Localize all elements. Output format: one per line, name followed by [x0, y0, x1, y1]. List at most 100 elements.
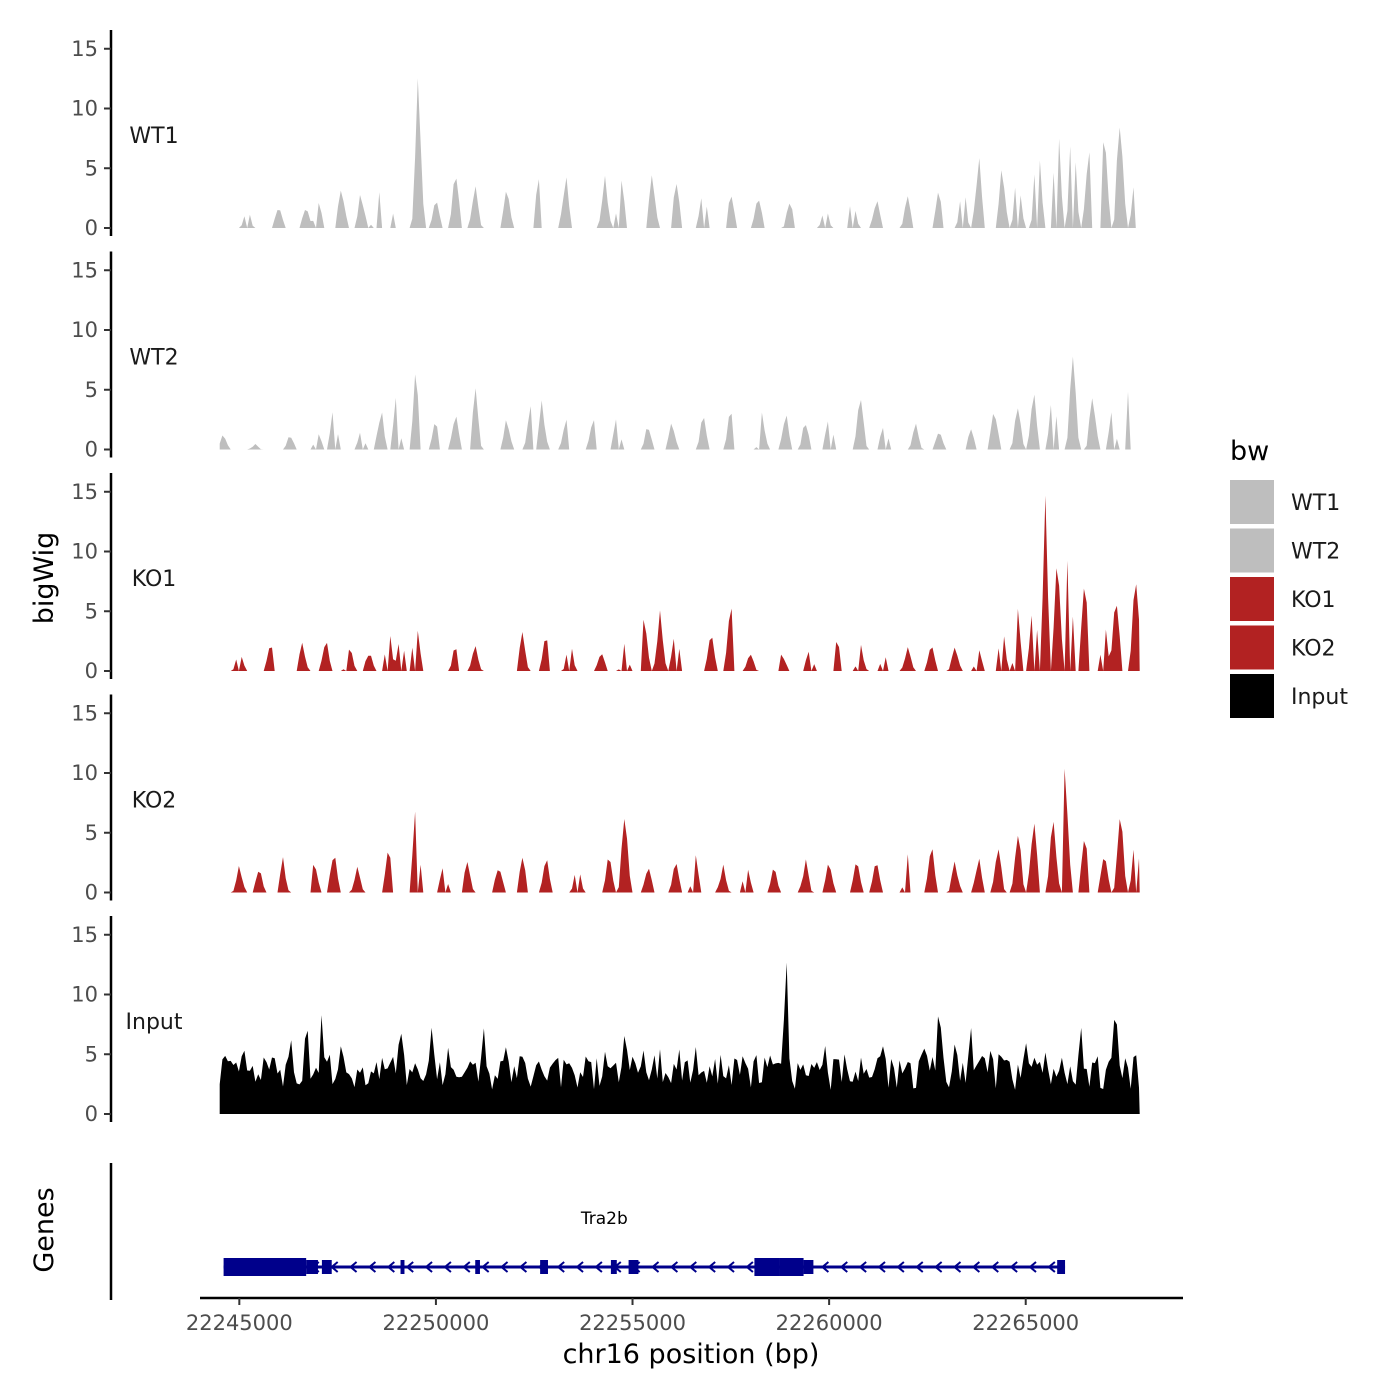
strand-arrow	[650, 1261, 660, 1273]
legend-title: bw	[1230, 436, 1269, 467]
coverage-area-wt2	[219, 356, 1132, 450]
gene-exon	[628, 1260, 639, 1274]
gene-exon	[400, 1260, 405, 1274]
strand-arrow	[575, 1261, 584, 1273]
gene-models: Tra2b	[223, 1209, 1066, 1276]
y-tick-label: 10	[71, 540, 98, 564]
legend-swatch	[1230, 674, 1274, 718]
y-tick-label: 5	[85, 821, 98, 845]
gene-exon	[321, 1260, 332, 1274]
strand-arrow	[877, 1261, 886, 1273]
x-tick-label: 22265000	[972, 1311, 1079, 1335]
strand-arrow	[1047, 1261, 1056, 1273]
y-tick-label: 0	[85, 1102, 98, 1126]
genes-track-title: Genes	[29, 1187, 60, 1272]
gene-exon	[803, 1260, 814, 1274]
x-tick-label: 22255000	[579, 1311, 686, 1335]
strand-arrow	[1028, 1261, 1037, 1273]
legend-label: KO1	[1291, 588, 1336, 613]
y-tick-label: 15	[71, 701, 98, 725]
strand-arrow	[424, 1261, 433, 1273]
legend-item-input: Input	[1230, 674, 1348, 718]
y-tick-label: 0	[85, 216, 98, 240]
coverage-area-input	[219, 962, 1140, 1114]
legend-item-wt1: WT1	[1230, 480, 1340, 524]
coverage-area-ko2	[219, 768, 1140, 893]
x-tick-label: 22245000	[186, 1311, 293, 1335]
strand-arrow	[915, 1261, 924, 1273]
strand-arrow	[518, 1261, 528, 1273]
legend-swatch	[1230, 577, 1274, 621]
y-tick-label: 0	[85, 881, 98, 905]
track-wt2: 0 5 10 15 WT2	[71, 251, 1132, 462]
gene-label: Tra2b	[580, 1209, 628, 1229]
gene-exon	[306, 1260, 318, 1274]
coverage-area-wt1	[219, 78, 1136, 229]
y-tick-label: 10	[71, 761, 98, 785]
strand-arrow	[707, 1261, 716, 1273]
gene-tra2b: Tra2b	[223, 1209, 1066, 1276]
legend-swatch	[1230, 480, 1274, 524]
track-wt1: 0 5 10 15 WT1	[71, 30, 1136, 240]
gene-exon	[475, 1260, 480, 1274]
gene-exon	[754, 1258, 780, 1276]
strand-arrow	[820, 1261, 830, 1273]
y-tick-label: 5	[85, 599, 98, 623]
strand-arrow	[952, 1261, 962, 1273]
gene-exon	[540, 1260, 548, 1274]
strand-arrow	[462, 1261, 471, 1273]
strand-arrow	[367, 1261, 377, 1273]
legend-label: WT1	[1291, 491, 1340, 516]
strand-arrow	[405, 1261, 414, 1273]
strand-arrow	[669, 1261, 679, 1273]
strand-arrow	[386, 1261, 395, 1273]
y-tick-label: 10	[71, 318, 98, 342]
legend-label: KO2	[1291, 637, 1336, 662]
x-axis-ticks: 22245000 22250000 22255000 22260000 22265000	[186, 1298, 1079, 1335]
legend-swatch	[1230, 625, 1274, 670]
y-tick-label: 0	[85, 438, 98, 462]
strand-arrow	[745, 1261, 754, 1273]
strand-arrow	[896, 1261, 905, 1273]
strand-arrow	[1009, 1261, 1018, 1273]
y-tick-label: 15	[71, 258, 98, 282]
legend-label: Input	[1291, 685, 1348, 710]
legend-item-ko1: KO1	[1230, 577, 1336, 621]
track-label: WT2	[129, 346, 178, 371]
strand-arrow	[688, 1261, 697, 1273]
legend-item-ko2: KO2	[1230, 625, 1336, 670]
strand-arrow	[858, 1261, 867, 1273]
x-axis-title: chr16 position (bp)	[563, 1339, 820, 1370]
coverage-area-ko1	[219, 495, 1140, 671]
strand-arrow	[556, 1261, 565, 1273]
track-label: Input	[126, 1010, 183, 1035]
x-tick-label: 22250000	[382, 1311, 489, 1335]
strand-arrow	[726, 1261, 735, 1273]
strand-arrow	[443, 1261, 452, 1273]
gene-exon	[1057, 1260, 1066, 1274]
strand-arrow	[934, 1261, 943, 1273]
legend-swatch	[1230, 528, 1274, 573]
y-tick-label: 5	[85, 378, 98, 402]
y-tick-label: 5	[85, 156, 98, 180]
y-tick-label: 10	[71, 97, 98, 121]
track-label: KO1	[132, 567, 177, 592]
legend-item-wt2: WT2	[1230, 528, 1340, 573]
x-tick-label: 22260000	[776, 1311, 883, 1335]
strand-arrow	[990, 1261, 999, 1273]
gene-exon	[223, 1258, 307, 1276]
gene-exon	[779, 1258, 804, 1276]
strand-arrow	[971, 1261, 981, 1273]
legend-label: WT2	[1291, 540, 1340, 565]
legend: WT1 WT2 KO1 KO2 Input	[1230, 480, 1348, 718]
track-label: KO2	[132, 789, 177, 814]
strand-arrow	[594, 1261, 603, 1273]
y-tick-label: 15	[71, 923, 98, 947]
track-input: 0 5 10 15 Input	[71, 916, 1140, 1126]
coverage-tracks: 0 5 10 15 WT1 0 5 10 15 WT2 0 5 10 15 KO1 0 5 10 15 KO2 0 5 10…	[71, 30, 1140, 1126]
strand-arrow	[499, 1261, 509, 1273]
y-tick-label: 10	[71, 983, 98, 1007]
track-ko1: 0 5 10 15 KO1	[71, 473, 1140, 683]
track-label: WT1	[129, 124, 178, 149]
